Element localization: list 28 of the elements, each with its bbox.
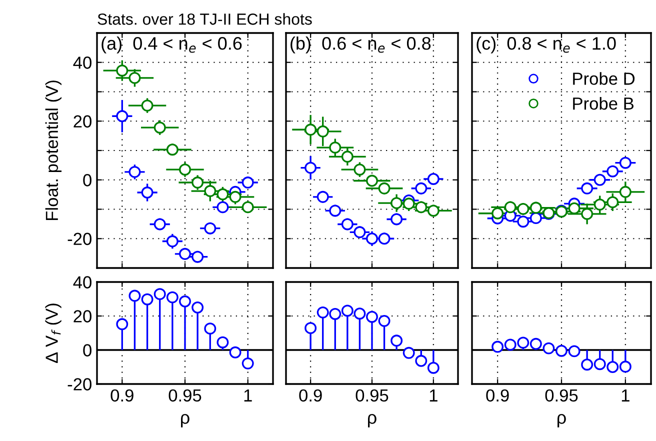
y-tick-label: 0 <box>83 174 92 186</box>
x-tick-label: 1 <box>430 390 438 402</box>
x-tick-label: 0.95 <box>168 389 202 402</box>
x-axis-title: ρ <box>181 414 190 428</box>
y-tick-label: -20 <box>68 232 92 246</box>
y-tick-label: 0 <box>83 344 92 356</box>
x-tick-label: 0.95 <box>356 389 388 402</box>
y-tick-label: 20 <box>74 310 92 322</box>
x-tick-label: 1 <box>244 390 252 402</box>
x-tick-label: 0.9 <box>486 389 509 402</box>
chart-title: Stats. over 18 TJ-II ECH shots <box>98 13 312 25</box>
annotation: (b) 0.6 < n$_{e}$ < 0.8 <box>290 36 431 54</box>
y-tick-label: 40 <box>73 276 92 288</box>
legend-label: Probe B <box>573 96 634 110</box>
y-tick-label: 40 <box>73 56 92 69</box>
x-tick-label: 0.9 <box>110 389 134 402</box>
x-tick-label: 0.95 <box>545 389 578 402</box>
x-tick-label: 0.9 <box>299 389 322 402</box>
y-axis-title: Δ V$_{f}$ (V) <box>45 304 62 363</box>
annotation: (c) 0.8 < n$_{e}$ < 1.0 <box>476 36 616 54</box>
x-tick-label: 1 <box>622 390 630 402</box>
y-axis-title: Float. potential (V) <box>45 80 62 220</box>
y-tick-label: 20 <box>74 115 92 128</box>
x-axis-title: ρ <box>558 414 566 428</box>
legend-label: Probe D <box>573 72 635 85</box>
x-axis-title: ρ <box>368 414 376 428</box>
annotation: (a) 0.4 < n$_{e}$ < 0.6 <box>102 36 242 54</box>
y-tick-label: -20 <box>68 378 92 390</box>
